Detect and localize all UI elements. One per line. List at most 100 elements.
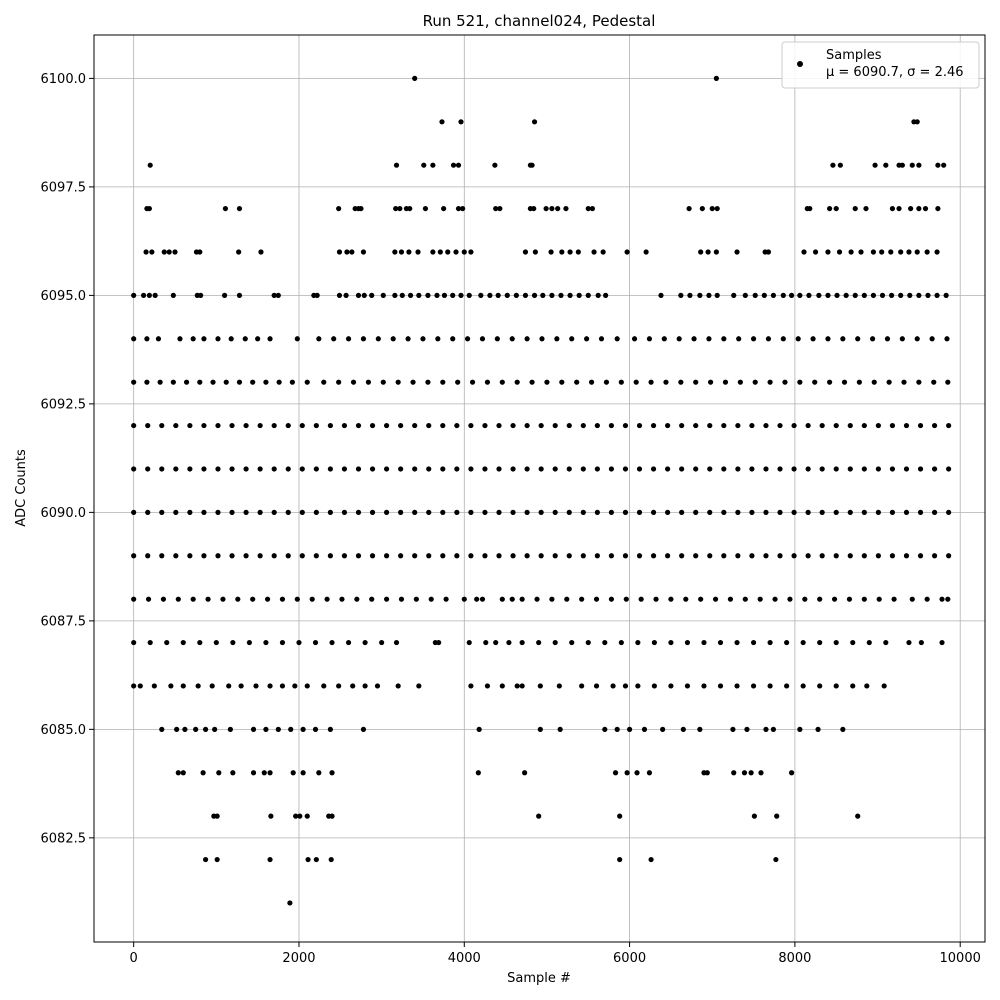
data-point	[634, 770, 640, 776]
data-point	[931, 422, 938, 429]
data-point	[536, 813, 542, 819]
data-point	[246, 639, 252, 646]
data-point	[797, 726, 803, 732]
data-point	[406, 249, 412, 255]
data-point	[534, 596, 540, 602]
data-point	[355, 292, 362, 298]
data-point	[752, 292, 758, 298]
data-point	[201, 509, 207, 515]
data-point	[797, 379, 803, 385]
data-point	[722, 379, 729, 385]
data-point	[875, 466, 881, 472]
data-point	[608, 422, 615, 429]
data-point	[331, 336, 337, 342]
data-point	[795, 336, 801, 342]
data-point	[850, 639, 856, 646]
data-point	[918, 639, 924, 646]
data-point	[635, 639, 641, 646]
data-point	[636, 553, 643, 559]
data-point	[879, 292, 886, 298]
data-point	[421, 162, 427, 168]
data-point	[454, 466, 460, 472]
data-point	[861, 509, 867, 515]
x-axis-label: Sample #	[507, 971, 571, 986]
data-point	[476, 726, 482, 732]
data-point	[861, 292, 867, 298]
data-point	[316, 770, 322, 776]
data-point	[782, 379, 788, 385]
data-point	[817, 683, 823, 689]
data-point	[499, 596, 505, 602]
data-point	[466, 292, 472, 298]
data-point	[450, 292, 456, 298]
data-point	[522, 249, 529, 255]
data-point	[155, 336, 162, 342]
data-point	[299, 553, 305, 559]
data-point	[883, 162, 889, 168]
data-point	[145, 466, 151, 472]
data-point	[450, 336, 456, 342]
data-point	[777, 466, 783, 472]
data-point	[514, 683, 520, 689]
data-point	[288, 726, 294, 732]
data-point	[840, 726, 846, 732]
data-point	[261, 770, 267, 776]
data-point	[636, 509, 643, 515]
data-point	[369, 596, 375, 602]
x-tick-label: 0	[130, 951, 138, 966]
data-point	[749, 553, 755, 559]
data-point	[393, 162, 400, 168]
data-point	[891, 596, 897, 602]
data-point	[412, 422, 418, 429]
data-point	[633, 379, 639, 385]
data-point	[143, 249, 149, 255]
data-point	[360, 336, 367, 342]
data-point	[600, 249, 606, 255]
data-point	[924, 596, 930, 602]
data-point	[805, 466, 811, 472]
data-point	[215, 422, 221, 429]
data-point	[304, 683, 310, 689]
data-point	[440, 379, 446, 385]
data-point	[180, 770, 186, 776]
data-point	[355, 509, 362, 515]
data-point	[650, 422, 657, 429]
data-point	[226, 683, 232, 689]
data-point	[131, 292, 137, 298]
data-point	[548, 249, 554, 255]
data-point	[538, 422, 544, 429]
data-point	[468, 249, 474, 255]
data-point	[145, 422, 151, 429]
data-point	[173, 509, 179, 515]
data-point	[221, 292, 228, 298]
data-point	[552, 509, 558, 515]
data-point	[707, 509, 713, 515]
data-point	[934, 292, 940, 298]
data-point	[426, 422, 432, 429]
data-point	[250, 596, 256, 602]
data-point	[665, 422, 671, 429]
data-point	[752, 379, 758, 385]
data-point	[164, 639, 170, 646]
data-point	[610, 683, 616, 689]
data-point	[292, 683, 298, 689]
data-point	[693, 379, 699, 385]
data-point	[257, 422, 263, 429]
data-point	[594, 466, 600, 472]
data-point	[464, 336, 471, 342]
data-point	[264, 596, 271, 602]
data-point	[293, 813, 299, 819]
y-tick-label: 6082.5	[41, 831, 87, 846]
x-tick-label: 6000	[613, 951, 646, 966]
data-point	[847, 422, 853, 429]
data-point	[931, 379, 937, 385]
legend: Samples μ = 6090.7, σ = 2.46	[781, 41, 980, 89]
data-point	[622, 683, 629, 689]
data-point	[735, 509, 741, 515]
data-point	[833, 509, 839, 515]
data-point	[602, 639, 608, 646]
data-point	[698, 249, 704, 255]
data-point	[622, 553, 629, 559]
data-point	[566, 422, 572, 429]
data-point	[443, 596, 449, 602]
